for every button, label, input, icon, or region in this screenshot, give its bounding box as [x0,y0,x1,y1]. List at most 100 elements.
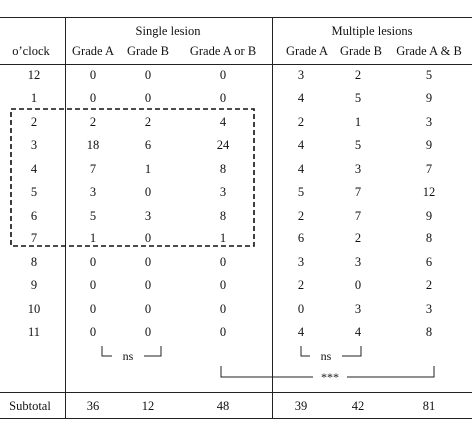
multiple-grade-b-cell: 7 [354,185,362,199]
oclock-cell: 9 [30,278,38,292]
multiple-grade-b-cell: 2 [354,231,362,245]
single-grade-a-or-b-cell: 0 [219,302,227,316]
single-grade-a-or-b-cell: 8 [219,162,227,176]
oclock-cell: 5 [30,185,38,199]
single-grade-b-cell: 0 [144,91,152,105]
subtotal-single-grade-b: 12 [141,399,155,413]
multiple-grade-b-cell: 3 [354,302,362,316]
multiple-grade-b-cell: 1 [354,115,362,129]
multiple-grade-a-and-b-cell: 12 [422,185,436,199]
column-header-single-grade-a: Grade A [72,44,114,58]
multiple-grade-a-and-b-cell: 9 [425,138,433,152]
multiple-grade-a-and-b-cell: 6 [425,255,433,269]
column-header-single-grade-a-or-b: Grade A or B [189,44,257,58]
oclock-cell: 3 [30,138,38,152]
multiple-grade-a-cell: 2 [297,209,305,223]
single-grade-a-or-b-cell: 1 [219,231,227,245]
single-grade-a-cell: 0 [89,68,97,82]
ns-bracket-multiple-lesions: ns [300,346,362,363]
single-grade-a-or-b-cell: 0 [219,325,227,339]
multiple-grade-b-cell: 5 [354,91,362,105]
group-column-divider [272,18,273,418]
oclock-column-divider [65,18,66,418]
single-grade-a-cell: 0 [89,278,97,292]
single-grade-a-cell: 5 [89,209,97,223]
single-grade-a-cell: 0 [89,255,97,269]
oclock-cell: 2 [30,115,38,129]
group-header-multiple-lesions: Multiple lesions [331,24,413,38]
single-grade-b-cell: 0 [144,231,152,245]
multiple-grade-a-cell: 4 [297,162,305,176]
single-grade-b-cell: 0 [144,278,152,292]
significance-label: *** [321,370,339,384]
ns-label-single: ns [123,349,134,363]
multiple-grade-a-cell: 3 [297,255,305,269]
single-grade-a-cell: 0 [89,325,97,339]
oclock-cell: 4 [30,162,38,176]
single-grade-b-cell: 0 [144,302,152,316]
multiple-grade-a-and-b-cell: 9 [425,91,433,105]
oclock-cell: 10 [27,302,41,316]
multiple-grade-a-and-b-cell: 8 [425,231,433,245]
subtotal-top-rule [0,392,472,393]
multiple-grade-a-cell: 2 [297,115,305,129]
single-grade-a-cell: 7 [89,162,97,176]
multiple-grade-a-cell: 2 [297,278,305,292]
column-header-oclock: o’clock [12,44,50,58]
single-grade-a-or-b-cell: 0 [219,91,227,105]
multiple-grade-b-cell: 3 [354,255,362,269]
column-header-single-grade-b: Grade B [127,44,169,58]
single-grade-b-cell: 0 [144,185,152,199]
subtotal-single-grade-a-or-b: 48 [216,399,230,413]
multiple-grade-b-cell: 0 [354,278,362,292]
subtotal-single-grade-a: 36 [86,399,100,413]
oclock-cell: 12 [27,68,41,82]
oclock-cell: 11 [27,325,41,339]
multiple-grade-a-cell: 3 [297,68,305,82]
single-grade-a-cell: 18 [86,138,100,152]
table-top-rule [0,17,472,18]
multiple-grade-b-cell: 4 [354,325,362,339]
multiple-grade-a-cell: 5 [297,185,305,199]
ns-bracket-single-lesion: ns [101,346,162,363]
single-grade-a-or-b-cell: 8 [219,209,227,223]
single-grade-a-or-b-cell: 3 [219,185,227,199]
multiple-grade-b-cell: 7 [354,209,362,223]
group-header-single-lesion: Single lesion [135,24,201,38]
single-grade-b-cell: 6 [144,138,152,152]
ns-label-multiple: ns [321,349,332,363]
single-grade-a-or-b-cell: 4 [219,115,227,129]
single-grade-a-cell: 3 [89,185,97,199]
single-grade-b-cell: 0 [144,325,152,339]
multiple-grade-a-cell: 4 [297,325,305,339]
oclock-cell: 8 [30,255,38,269]
multiple-grade-a-and-b-cell: 8 [425,325,433,339]
column-header-multiple-grade-b: Grade B [340,44,382,58]
column-header-multiple-grade-a: Grade A [286,44,328,58]
multiple-grade-a-and-b-cell: 9 [425,209,433,223]
multiple-grade-a-cell: 4 [297,91,305,105]
oclock-cell: 6 [30,209,38,223]
subtotal-multiple-grade-a: 39 [294,399,308,413]
single-grade-b-cell: 0 [144,68,152,82]
oclock-cell: 1 [30,91,38,105]
column-header-multiple-grade-a-and-b: Grade A & B [396,44,462,58]
single-grade-b-cell: 2 [144,115,152,129]
multiple-grade-a-cell: 4 [297,138,305,152]
multiple-grade-a-cell: 6 [297,231,305,245]
multiple-grade-a-cell: 0 [297,302,305,316]
single-grade-a-cell: 0 [89,302,97,316]
highlight-box-2-to-7-oclock [10,108,255,247]
table-bottom-rule [0,418,472,419]
single-grade-a-or-b-cell: 0 [219,278,227,292]
single-grade-a-or-b-cell: 0 [219,68,227,82]
single-grade-a-or-b-cell: 0 [219,255,227,269]
single-grade-b-cell: 1 [144,162,152,176]
single-grade-b-cell: 3 [144,209,152,223]
multiple-grade-b-cell: 2 [354,68,362,82]
single-grade-a-cell: 1 [89,231,97,245]
multiple-grade-a-and-b-cell: 2 [425,278,433,292]
single-grade-a-cell: 0 [89,91,97,105]
